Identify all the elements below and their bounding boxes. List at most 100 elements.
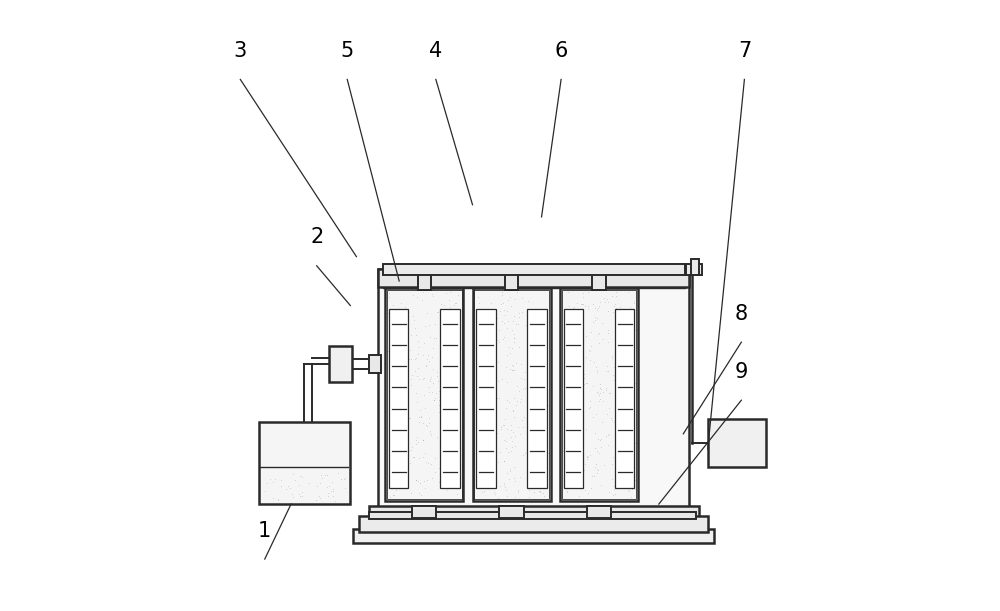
Point (608, 291, 624, 301)
Point (451, 423, 467, 433)
Point (600, 440, 616, 450)
Point (515, 384, 531, 393)
Point (608, 303, 624, 313)
Point (508, 319, 524, 329)
Point (278, 485, 294, 494)
Point (524, 481, 540, 491)
Point (607, 489, 623, 499)
Point (592, 383, 608, 393)
Point (606, 417, 622, 427)
Point (559, 486, 575, 496)
Point (512, 397, 528, 407)
Point (536, 321, 552, 331)
Point (444, 453, 460, 463)
Point (434, 312, 450, 322)
Point (424, 387, 440, 397)
Point (589, 306, 605, 315)
Point (404, 370, 420, 380)
Point (506, 393, 522, 403)
Point (447, 457, 463, 467)
Point (559, 415, 575, 425)
Point (435, 445, 451, 455)
Point (627, 378, 643, 388)
Point (620, 463, 636, 472)
Point (618, 360, 634, 370)
Point (478, 348, 494, 358)
Point (479, 467, 495, 477)
Point (605, 307, 621, 317)
Point (415, 418, 431, 428)
Point (498, 436, 514, 445)
Point (489, 393, 505, 403)
Point (485, 406, 501, 416)
Point (387, 455, 403, 465)
Point (588, 459, 604, 469)
Point (493, 424, 509, 434)
Point (474, 329, 490, 338)
Point (429, 367, 445, 377)
Point (574, 313, 590, 323)
Point (410, 437, 426, 447)
Point (490, 335, 506, 345)
Point (394, 384, 410, 394)
Point (571, 491, 587, 501)
Point (405, 452, 421, 462)
Point (499, 469, 515, 478)
Point (479, 436, 495, 446)
Point (583, 483, 599, 493)
Point (487, 365, 503, 375)
Point (606, 362, 622, 372)
Point (585, 381, 601, 390)
Point (415, 287, 431, 296)
Point (423, 372, 439, 382)
Point (589, 367, 605, 376)
Point (520, 296, 536, 306)
Point (525, 469, 541, 478)
Point (427, 467, 443, 477)
Point (506, 473, 522, 483)
Point (536, 470, 552, 480)
Point (385, 491, 401, 500)
Point (580, 287, 596, 297)
Point (294, 487, 310, 497)
Point (526, 349, 542, 359)
Point (471, 362, 487, 371)
Point (391, 375, 407, 384)
Point (521, 349, 537, 359)
Point (400, 393, 416, 403)
Point (487, 489, 503, 499)
Point (562, 442, 578, 452)
Point (607, 299, 623, 309)
Point (540, 448, 556, 458)
Point (611, 347, 627, 357)
Point (621, 473, 637, 483)
Bar (592, 272, 606, 290)
Point (519, 365, 535, 375)
Text: 8: 8 (735, 304, 748, 324)
Point (529, 434, 545, 444)
Point (410, 476, 426, 486)
Bar (708, 419, 766, 467)
Point (576, 465, 592, 475)
Point (393, 368, 409, 378)
Point (505, 406, 521, 416)
Point (413, 490, 429, 500)
Point (598, 431, 614, 441)
Point (624, 453, 640, 463)
Point (507, 476, 523, 486)
Point (451, 315, 467, 324)
Point (626, 296, 642, 306)
Point (577, 301, 593, 310)
Point (418, 362, 434, 371)
Point (612, 302, 628, 312)
Point (571, 436, 587, 445)
Point (621, 431, 637, 441)
Point (386, 383, 402, 393)
Point (611, 453, 627, 463)
Point (446, 300, 462, 310)
Point (560, 428, 576, 438)
Point (449, 324, 465, 334)
Point (588, 362, 604, 371)
Point (429, 371, 445, 381)
Point (396, 439, 412, 448)
